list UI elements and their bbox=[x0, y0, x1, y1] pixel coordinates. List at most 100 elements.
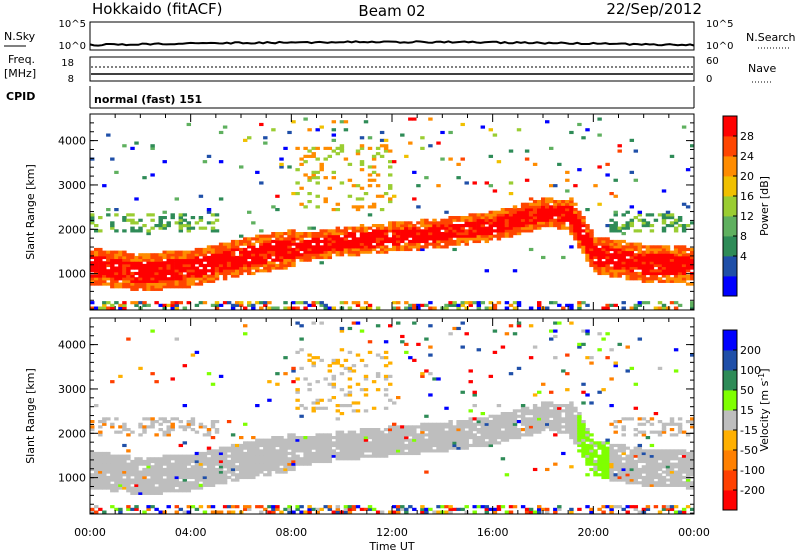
data-cell bbox=[665, 224, 671, 228]
data-cell bbox=[359, 160, 365, 164]
data-cell bbox=[585, 226, 590, 230]
data-cell bbox=[186, 422, 192, 426]
data-cell bbox=[170, 478, 175, 482]
data-cell bbox=[319, 507, 324, 511]
data-cell bbox=[355, 197, 361, 201]
data-cell bbox=[537, 414, 542, 418]
data-cell bbox=[545, 507, 550, 511]
data-cell bbox=[541, 210, 546, 214]
data-cell bbox=[645, 467, 651, 472]
data-cell bbox=[347, 253, 353, 257]
data-cell bbox=[396, 441, 401, 445]
data-cell bbox=[581, 451, 586, 456]
data-cell bbox=[247, 465, 252, 469]
y-tick-label: 1000 bbox=[58, 472, 86, 485]
data-cell bbox=[645, 465, 651, 469]
data-cell bbox=[681, 483, 687, 487]
data-cell bbox=[114, 465, 119, 469]
data-cell bbox=[400, 446, 405, 450]
data-cell bbox=[243, 258, 248, 262]
data-cell bbox=[263, 438, 268, 442]
data-cell bbox=[456, 226, 461, 230]
data-cell bbox=[645, 483, 651, 487]
data-cell bbox=[637, 210, 643, 214]
power-x-ticks bbox=[89, 114, 695, 310]
data-cell bbox=[259, 229, 264, 233]
data-cell bbox=[150, 486, 155, 490]
data-cell bbox=[496, 404, 502, 408]
data-cell bbox=[174, 197, 180, 201]
data-cell bbox=[110, 489, 115, 493]
data-cell bbox=[452, 428, 457, 432]
data-cell bbox=[279, 250, 284, 254]
data-cell bbox=[440, 433, 445, 437]
data-cell bbox=[206, 279, 212, 283]
data-cell bbox=[609, 449, 614, 453]
data-cell bbox=[94, 253, 99, 257]
data-cell bbox=[214, 478, 220, 482]
data-cell bbox=[379, 443, 385, 448]
data-cell bbox=[512, 420, 518, 424]
data-cell bbox=[243, 261, 248, 265]
data-cell bbox=[633, 178, 639, 182]
data-cell bbox=[210, 436, 216, 440]
data-cell bbox=[311, 401, 316, 405]
data-cell bbox=[170, 285, 175, 289]
data-cell bbox=[222, 271, 228, 276]
data-cell bbox=[649, 229, 655, 233]
data-cell bbox=[690, 473, 695, 477]
data-cell bbox=[665, 459, 671, 464]
data-cell bbox=[412, 170, 417, 174]
data-cell bbox=[122, 428, 127, 432]
data-cell bbox=[412, 507, 417, 511]
data-cell bbox=[222, 454, 228, 458]
data-cell bbox=[392, 505, 397, 509]
data-cell bbox=[585, 255, 590, 260]
data-cell bbox=[154, 266, 159, 270]
data-cell bbox=[299, 255, 304, 260]
data-cell bbox=[637, 443, 643, 448]
data-cell bbox=[565, 202, 570, 206]
data-cell bbox=[492, 425, 498, 429]
data-cell bbox=[460, 507, 465, 511]
data-cell bbox=[625, 465, 630, 469]
data-cell bbox=[247, 237, 252, 241]
data-cell bbox=[134, 475, 139, 480]
data-cell bbox=[146, 266, 151, 270]
data-cell bbox=[685, 263, 691, 268]
data-cell bbox=[166, 483, 171, 487]
data-cell bbox=[669, 154, 675, 158]
data-cell bbox=[331, 242, 337, 246]
data-cell bbox=[408, 441, 413, 445]
data-cell bbox=[601, 250, 606, 254]
data-cell bbox=[400, 245, 405, 249]
data-cell bbox=[476, 301, 482, 305]
data-cell bbox=[641, 218, 647, 222]
data-cell bbox=[520, 433, 526, 437]
data-cell bbox=[182, 261, 188, 265]
data-cell bbox=[162, 250, 167, 254]
data-cell bbox=[190, 353, 196, 357]
data-cell bbox=[275, 459, 280, 464]
data-cell bbox=[557, 216, 562, 220]
data-cell bbox=[565, 208, 570, 212]
data-cell bbox=[267, 465, 272, 469]
data-cell bbox=[110, 475, 115, 480]
data-cell bbox=[444, 425, 449, 429]
data-cell bbox=[464, 433, 469, 437]
data-cell bbox=[98, 425, 103, 429]
data-cell bbox=[162, 433, 167, 437]
data-cell bbox=[218, 271, 224, 276]
data-cell bbox=[617, 269, 622, 273]
data-cell bbox=[657, 483, 663, 487]
data-cell bbox=[504, 510, 510, 514]
data-cell bbox=[569, 210, 574, 214]
data-cell bbox=[633, 229, 639, 233]
data-cell bbox=[359, 197, 365, 201]
data-cell bbox=[420, 247, 425, 252]
data-cell bbox=[331, 361, 337, 365]
data-cell bbox=[520, 422, 526, 426]
data-cell bbox=[247, 470, 252, 474]
data-cell bbox=[255, 237, 260, 241]
data-cell bbox=[597, 390, 602, 394]
